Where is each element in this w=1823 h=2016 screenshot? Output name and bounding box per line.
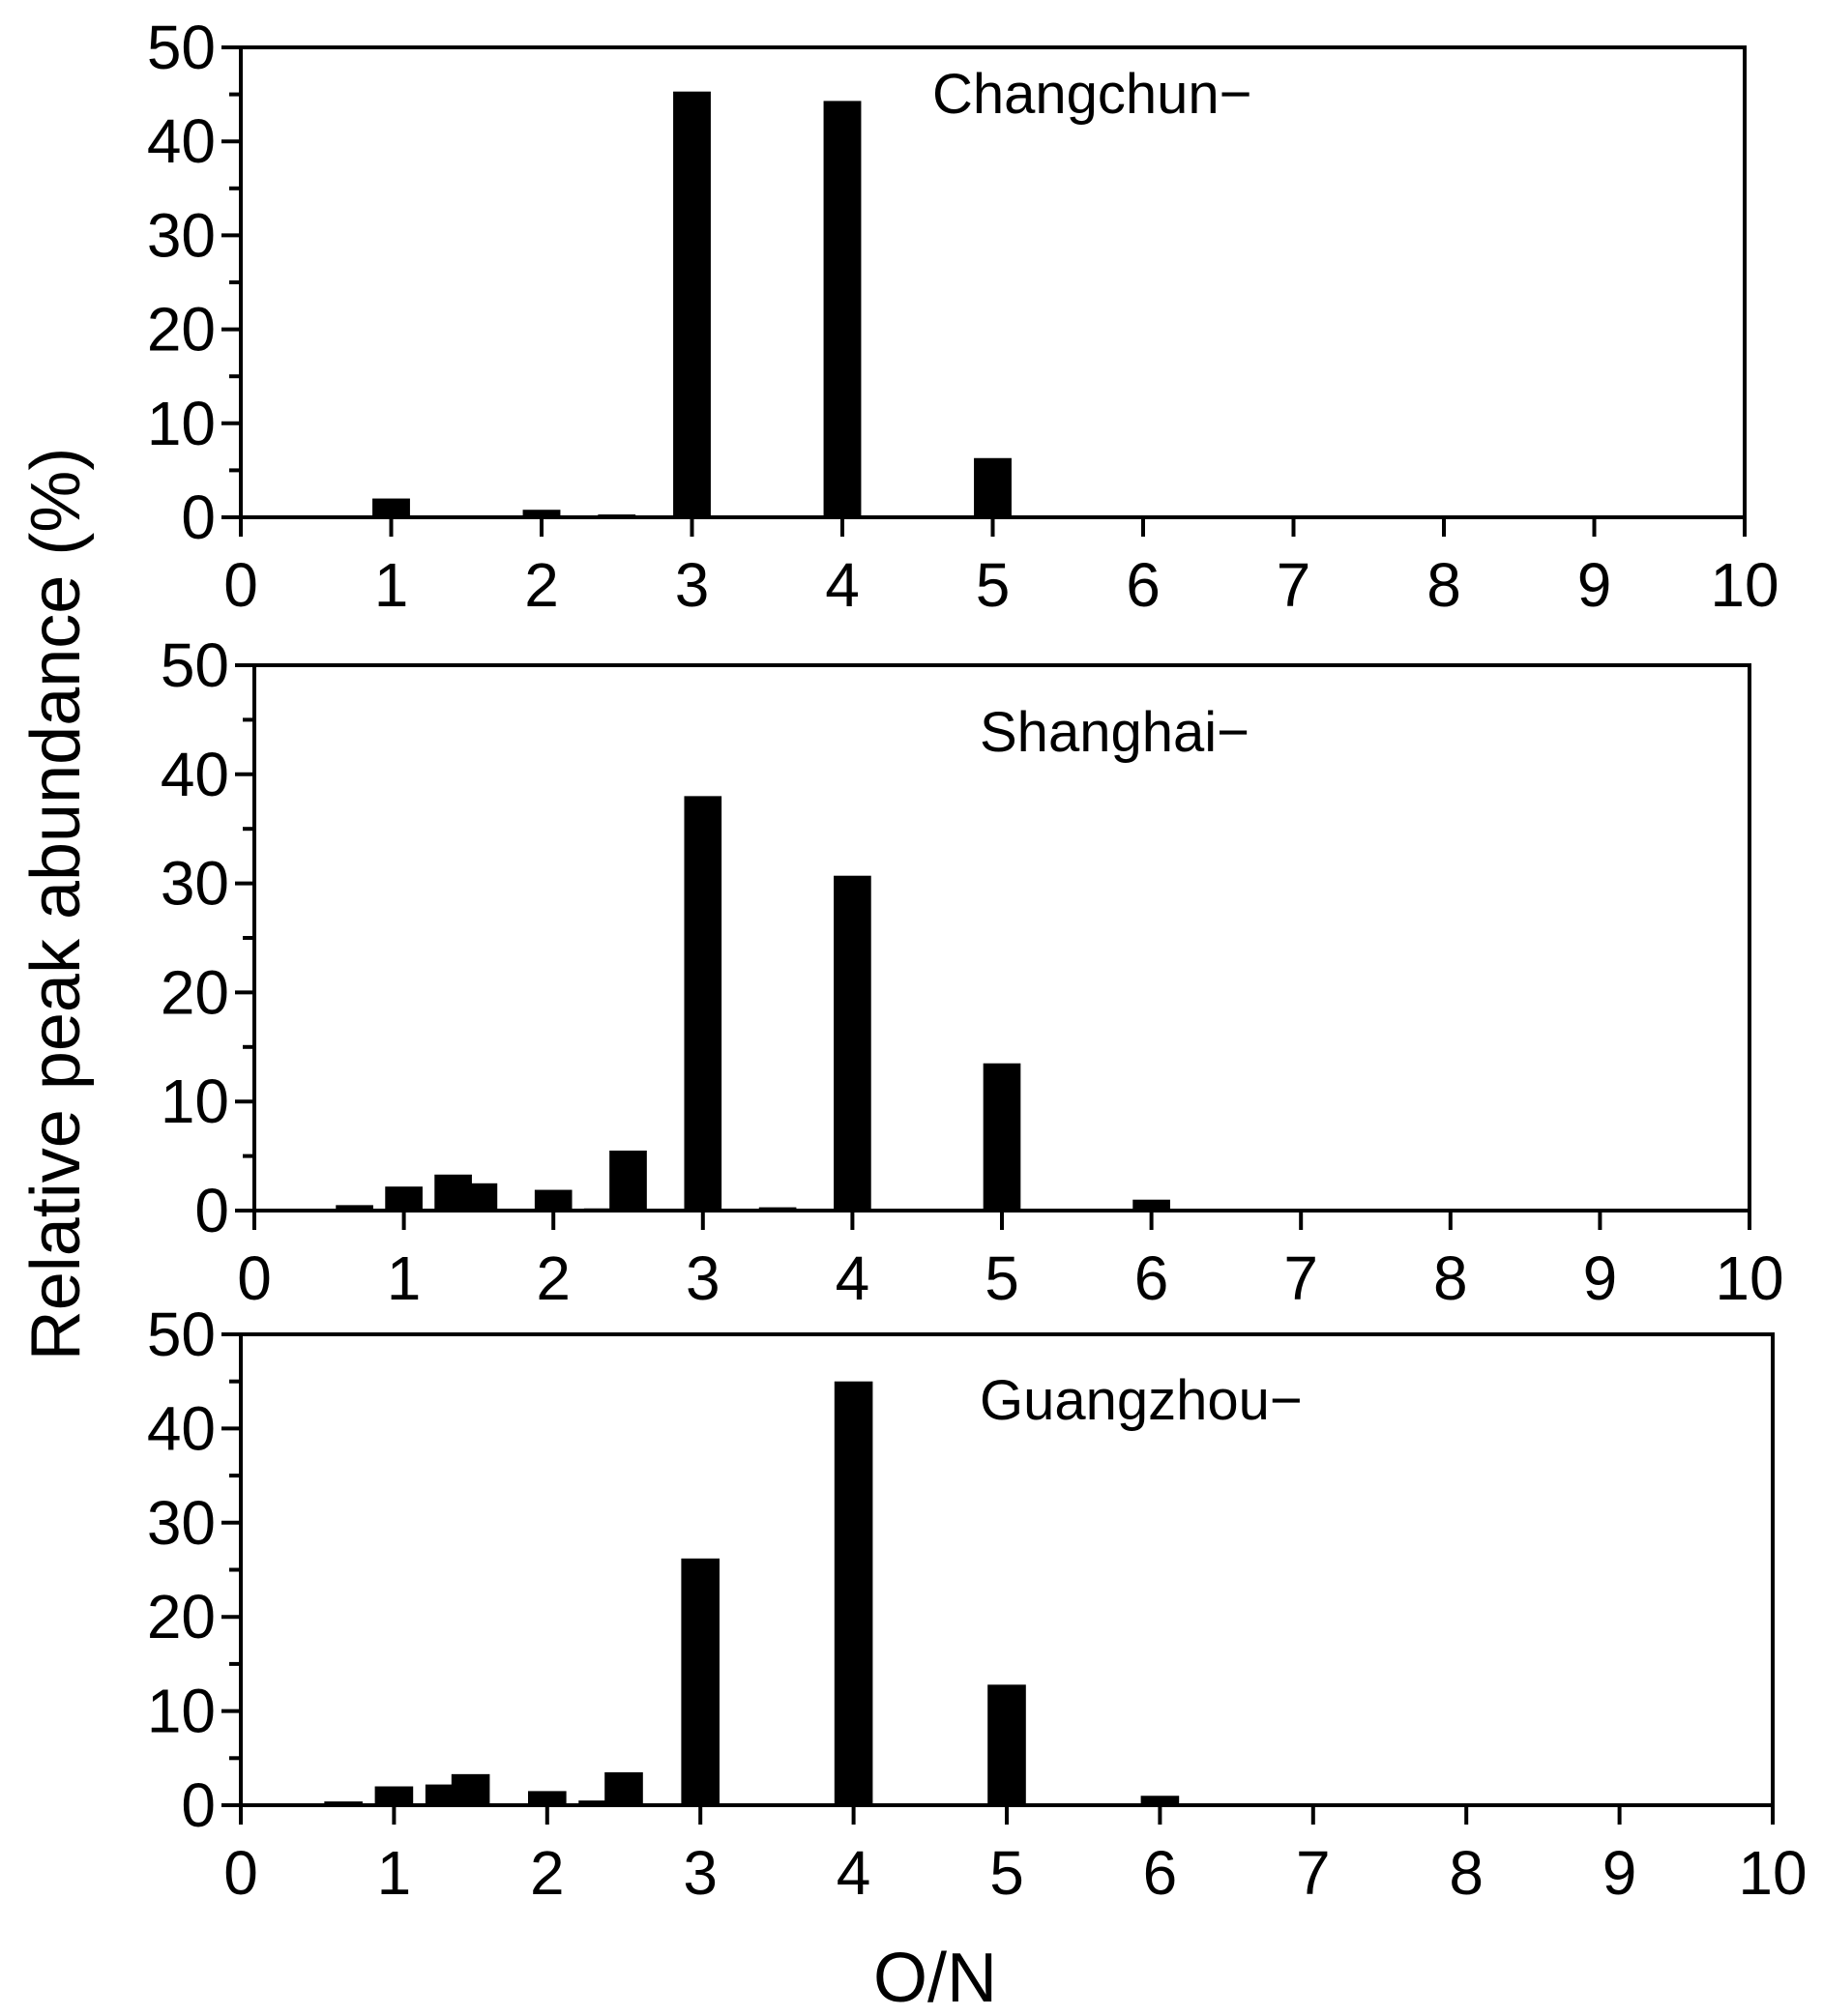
bar-1-0 <box>372 498 410 517</box>
bar-2-11 <box>1132 1199 1170 1211</box>
x-tick-label: 2 <box>530 1838 565 1908</box>
x-tick-label: 4 <box>836 1243 870 1313</box>
bar-3-4 <box>528 1791 567 1805</box>
y-tick-label: 0 <box>181 1770 216 1840</box>
x-tick-label: 10 <box>1738 1838 1807 1908</box>
x-tick-label: 2 <box>524 550 559 620</box>
x-tick-label: 7 <box>1283 1243 1318 1313</box>
bar-2-1 <box>385 1186 423 1211</box>
x-tick-label: 7 <box>1277 550 1311 620</box>
bar-3-10 <box>987 1684 1026 1805</box>
y-tick-label: 30 <box>147 1488 216 1558</box>
bar-3-6 <box>604 1771 643 1805</box>
panel-annotation-3: Guangzhou− <box>980 1369 1303 1432</box>
bar-1-4 <box>823 101 862 518</box>
x-tick-label: 3 <box>683 1838 718 1908</box>
x-tick-label: 5 <box>976 550 1011 620</box>
x-tick-label: 9 <box>1602 1838 1637 1908</box>
x-tick-label: 2 <box>536 1243 571 1313</box>
y-tick-label: 0 <box>181 482 216 552</box>
y-tick-label: 40 <box>147 106 216 176</box>
bar-3-1 <box>374 1786 414 1805</box>
x-tick-label: 8 <box>1449 1838 1484 1908</box>
x-tick-label: 8 <box>1426 550 1461 620</box>
y-tick-label: 10 <box>161 1066 229 1136</box>
panel-annotation-1: Changchun− <box>932 63 1252 126</box>
bar-2-9 <box>834 875 871 1211</box>
x-tick-label: 6 <box>1126 550 1161 620</box>
bar-2-6 <box>609 1150 647 1211</box>
x-tick-label: 5 <box>985 1243 1019 1313</box>
y-tick-label: 10 <box>147 1677 216 1746</box>
x-tick-label: 4 <box>825 550 860 620</box>
y-axis-label: Relative peak abundance (%) <box>17 448 95 1361</box>
y-tick-label: 0 <box>194 1176 229 1245</box>
x-tick-label: 1 <box>387 1243 422 1313</box>
x-tick-label: 3 <box>675 550 710 620</box>
y-tick-label: 50 <box>161 630 229 700</box>
x-tick-label: 6 <box>1143 1838 1178 1908</box>
bar-2-10 <box>983 1063 1021 1211</box>
x-tick-label: 10 <box>1715 1243 1783 1313</box>
y-tick-label: 10 <box>147 389 216 458</box>
x-tick-label: 4 <box>837 1838 871 1908</box>
bar-3-5 <box>578 1800 617 1805</box>
bar-1-5 <box>974 457 1012 517</box>
x-tick-label: 0 <box>223 550 258 620</box>
bar-3-7 <box>681 1558 720 1805</box>
bar-3-3 <box>451 1773 490 1805</box>
y-tick-label: 30 <box>161 849 229 919</box>
x-tick-label: 7 <box>1296 1838 1331 1908</box>
y-tick-label: 50 <box>147 1300 216 1369</box>
x-tick-label: 1 <box>377 1838 412 1908</box>
y-tick-label: 20 <box>147 1582 216 1651</box>
panel-annotation-2: Shanghai− <box>980 701 1250 764</box>
x-tick-label: 6 <box>1134 1243 1169 1313</box>
x-tick-label: 8 <box>1433 1243 1468 1313</box>
y-tick-label: 20 <box>147 295 216 365</box>
bar-2-0 <box>336 1205 373 1211</box>
bar-3-9 <box>834 1381 873 1805</box>
bar-2-3 <box>459 1183 498 1211</box>
x-tick-label: 1 <box>374 550 409 620</box>
y-tick-label: 30 <box>147 200 216 270</box>
y-tick-label: 40 <box>161 740 229 809</box>
y-tick-label: 40 <box>147 1393 216 1463</box>
y-tick-label: 20 <box>161 957 229 1027</box>
bar-3-11 <box>1140 1796 1180 1805</box>
x-tick-label: 5 <box>989 1838 1024 1908</box>
bar-2-7 <box>684 796 722 1211</box>
x-tick-label: 0 <box>237 1243 272 1313</box>
bar-1-1 <box>522 510 561 517</box>
x-axis-label: O/N <box>873 1940 997 2016</box>
x-tick-label: 0 <box>223 1838 258 1908</box>
x-tick-label: 9 <box>1577 550 1612 620</box>
bar-2-4 <box>534 1189 573 1211</box>
y-tick-label: 50 <box>147 13 216 82</box>
bar-1-3 <box>673 91 711 518</box>
x-tick-label: 10 <box>1710 550 1779 620</box>
x-tick-label: 3 <box>686 1243 720 1313</box>
x-tick-label: 9 <box>1583 1243 1618 1313</box>
